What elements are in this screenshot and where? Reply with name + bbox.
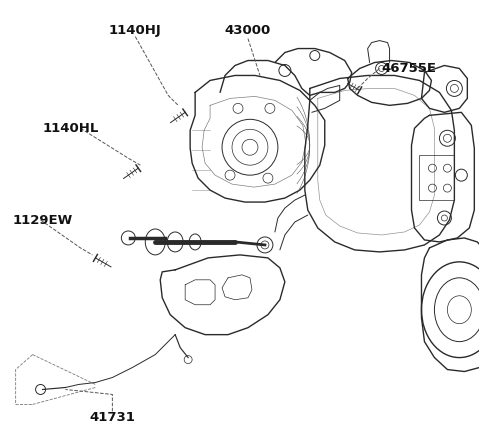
Text: 41731: 41731 bbox=[89, 411, 135, 424]
Text: 1129EW: 1129EW bbox=[12, 214, 73, 227]
Bar bbox=[420, 155, 455, 200]
Text: 43000: 43000 bbox=[225, 24, 271, 37]
Text: 46755E: 46755E bbox=[382, 62, 437, 75]
Text: 1140HL: 1140HL bbox=[43, 122, 99, 135]
Text: 1140HJ: 1140HJ bbox=[109, 24, 162, 37]
